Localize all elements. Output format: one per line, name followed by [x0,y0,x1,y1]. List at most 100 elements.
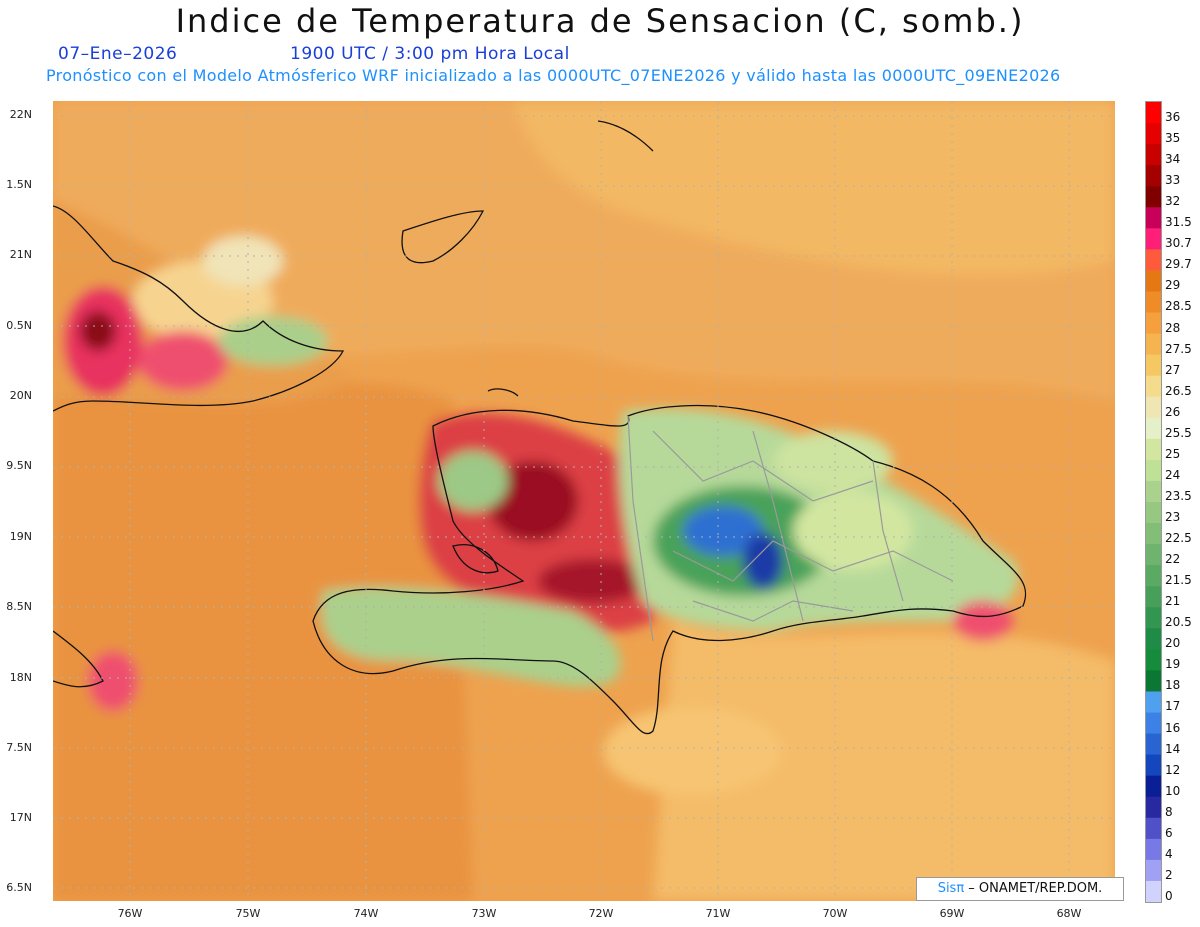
colorbar-label: 29.7 [1165,257,1192,272]
forecast-date: 07–Ene–2026 [58,44,178,64]
colorbar-label: 25.5 [1165,425,1192,440]
colorbar-label: 35 [1165,131,1181,146]
lat-label: 6.5N [6,881,32,894]
credit-box: Sisπ – ONAMET/REP.DOM. [916,877,1124,901]
colorbar-swatch [1146,312,1161,335]
lon-label: 73W [471,907,497,920]
colorbar-swatch [1146,565,1161,587]
colorbar-label: 10 [1165,783,1181,798]
colorbar-swatch [1146,586,1161,608]
lon-label: 75W [235,907,261,920]
lat-label: 18N [9,671,32,684]
lat-label: 9.5N [6,459,32,472]
lat-label: 0.5N [6,319,32,332]
colorbar-swatch [1146,270,1161,292]
colorbar-swatch [1146,817,1161,840]
colorbar-label: 23.5 [1165,488,1192,503]
lon-label: 71W [705,907,731,920]
lat-label: 17N [9,811,32,824]
colorbar-label: 25 [1165,446,1181,461]
colorbar-swatch [1146,123,1161,145]
colorbar-label: 12 [1165,762,1181,777]
lon-label: 70W [822,907,848,920]
colorbar-swatch [1146,333,1161,356]
chart-title: Indice de Temperatura de Sensacion (C, s… [175,2,1025,40]
colorbar-swatch [1146,207,1161,229]
coastlines [53,120,1027,735]
graticule [53,101,1115,901]
colorbar-label: 33 [1165,173,1181,188]
colorbar-swatch [1146,544,1161,566]
colorbar-label: 26.5 [1165,383,1192,398]
lat-label: 20N [9,389,32,402]
sispi-logo: Sisπ [937,881,965,896]
lon-label: 68W [1056,907,1082,920]
colorbar-label: 34 [1165,152,1181,167]
colorbar-swatch [1146,607,1161,629]
colorbar-swatch [1146,712,1161,735]
colorbar-label: 32 [1165,194,1181,209]
colorbar-swatch [1146,144,1161,166]
colorbar-swatch [1146,375,1161,398]
lon-label: 72W [588,907,614,920]
colorbar-swatch [1146,649,1161,671]
colorbar-label: 31.5 [1165,215,1192,230]
colorbar-swatch [1146,396,1161,419]
colorbar-label: 20.5 [1165,615,1192,630]
province-borders [627,415,954,642]
lat-label: 21N [9,248,32,261]
colorbar-label: 22.5 [1165,531,1192,546]
colorbar-label: 30.7 [1165,236,1192,251]
colorbar-swatch [1146,165,1161,187]
colorbar [1145,101,1162,903]
lon-label: 76W [117,907,143,920]
colorbar-label: 17 [1165,699,1181,714]
colorbar-label: 2 [1165,867,1173,882]
forecast-description: Pronóstico con el Modelo Atmósferico WRF… [46,66,1061,85]
colorbar-swatch [1146,670,1161,692]
lat-label: 22N [9,108,32,121]
colorbar-swatch [1146,502,1161,524]
colorbar-label: 22 [1165,552,1181,567]
lon-label: 74W [353,907,379,920]
colorbar-swatch [1146,691,1161,714]
colorbar-label: 24 [1165,467,1181,482]
colorbar-label: 26 [1165,404,1181,419]
colorbar-swatch [1146,438,1161,461]
colorbar-label: 23 [1165,510,1181,524]
colorbar-swatch [1146,628,1161,650]
colorbar-swatch [1146,102,1161,124]
colorbar-swatch [1146,480,1161,503]
lat-label: 7.5N [6,741,32,754]
colorbar-label: 0 [1165,888,1173,903]
colorbar-swatch [1146,859,1161,882]
colorbar-swatch [1146,228,1161,250]
colorbar-swatch [1146,523,1161,545]
lat-label: 1.5N [6,178,32,191]
colorbar-swatch [1146,754,1161,777]
colorbar-swatch [1146,249,1161,271]
colorbar-swatch [1146,417,1161,440]
colorbar-label: 28.5 [1165,299,1192,314]
lat-label: 19N [9,530,32,543]
colorbar-label: 4 [1165,846,1173,861]
colorbar-swatch [1146,838,1161,861]
colorbar-label: 16 [1165,720,1181,735]
colorbar-swatch [1146,291,1161,314]
credit-text: – ONAMET/REP.DOM. [964,881,1103,896]
colorbar-label: 18 [1165,678,1181,693]
colorbar-swatch [1146,459,1161,482]
colorbar-label: 36 [1165,110,1181,124]
colorbar-frame [1145,101,1162,903]
colorbar-swatch [1146,880,1161,903]
colorbar-label: 21.5 [1165,573,1192,588]
colorbar-label: 27 [1165,362,1181,377]
lon-label: 69W [939,907,965,920]
colorbar-swatch [1146,186,1161,208]
heat-index-map [53,101,1115,901]
colorbar-label: 27.5 [1165,341,1192,356]
colorbar-label: 6 [1165,825,1173,840]
colorbar-label: 14 [1165,741,1181,756]
colorbar-label: 8 [1165,804,1173,819]
colorbar-label: 19 [1165,657,1181,672]
